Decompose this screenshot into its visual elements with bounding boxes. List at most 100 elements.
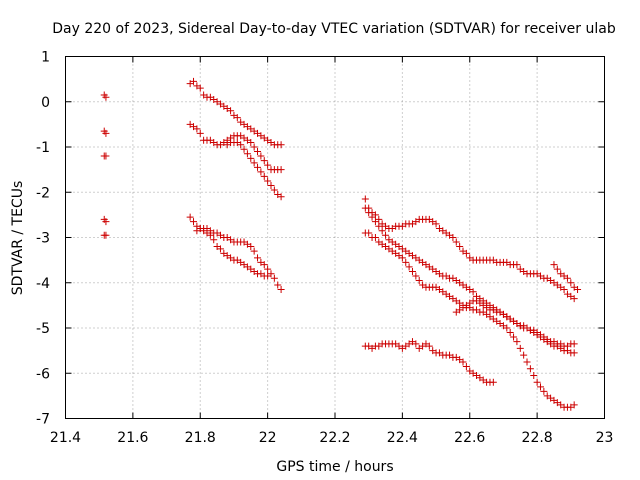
- data-point: [459, 358, 467, 366]
- data-point: [412, 340, 420, 348]
- data-point: [570, 295, 578, 303]
- data-point: [260, 172, 268, 180]
- data-point: [243, 150, 251, 158]
- data-point: [206, 231, 214, 239]
- data-point: [267, 181, 275, 189]
- data-point: [227, 107, 235, 115]
- data-point: [277, 166, 285, 174]
- data-point: [361, 195, 369, 203]
- data-point: [506, 329, 514, 337]
- data-point: [365, 229, 373, 237]
- data-point: [368, 213, 376, 221]
- data-point: [523, 358, 531, 366]
- y-tick-label: -7: [36, 412, 50, 428]
- data-point: [102, 218, 110, 226]
- data-point: [277, 193, 285, 201]
- data-point: [560, 286, 568, 294]
- data-point: [250, 159, 258, 167]
- data-point: [530, 372, 538, 380]
- data-point: [402, 258, 410, 266]
- data-point: [570, 349, 578, 357]
- data-point: [102, 93, 110, 101]
- x-tick-label: 22.2: [319, 430, 350, 446]
- data-point: [260, 261, 268, 269]
- data-point: [570, 340, 578, 348]
- y-tick-labels: 1 0 -1 -2 -3 -4 -5 -6 -7: [36, 50, 50, 428]
- data-point: [570, 401, 578, 409]
- y-tick-label: -5: [36, 321, 50, 337]
- data-point: [415, 276, 423, 284]
- data-point: [382, 231, 390, 239]
- data-point: [250, 143, 258, 151]
- y-tick-label: -3: [36, 231, 50, 247]
- data-point: [237, 141, 245, 149]
- data-point: [516, 344, 524, 352]
- data-point: [264, 272, 272, 280]
- data-point: [240, 145, 248, 153]
- data-point: [432, 220, 440, 228]
- data-point: [264, 265, 272, 273]
- x-tick-label: 22.8: [522, 430, 553, 446]
- data-point: [260, 157, 268, 165]
- data-point: [210, 236, 218, 244]
- x-tick-label: 23: [596, 430, 614, 446]
- data-point: [102, 231, 110, 239]
- data-point: [449, 234, 457, 241]
- y-tick-label: 0: [41, 95, 50, 111]
- data-point: [254, 148, 262, 156]
- x-tick-labels: 21.4 21.6 21.8 22 22.2 22.4 22.6 22.8 23: [50, 430, 614, 446]
- data-point: [533, 378, 541, 386]
- x-tick-label: 22.6: [454, 430, 485, 446]
- data-point: [405, 263, 413, 271]
- series-s8: [223, 138, 285, 201]
- data-point: [412, 272, 420, 280]
- data-point: [277, 141, 285, 149]
- data-point: [489, 378, 497, 386]
- x-axis-label: GPS time / hours: [276, 459, 393, 475]
- data-points: [100, 77, 582, 411]
- data-point: [563, 274, 571, 282]
- series-s2: [100, 127, 110, 137]
- data-point: [233, 114, 241, 122]
- series-s11: [361, 195, 578, 303]
- data-point: [550, 261, 558, 269]
- data-point: [553, 265, 561, 273]
- data-point: [102, 152, 110, 160]
- axis-ticks: [65, 56, 605, 419]
- data-point: [462, 362, 470, 370]
- data-point: [469, 288, 477, 296]
- data-point: [513, 261, 521, 269]
- series-s9: [186, 213, 285, 294]
- data-point: [371, 218, 379, 226]
- data-point: [371, 234, 379, 241]
- y-tick-label: 1: [41, 50, 50, 66]
- data-point: [270, 274, 278, 282]
- data-point: [274, 281, 282, 289]
- y-tick-label: -4: [36, 276, 50, 292]
- data-point: [216, 245, 224, 253]
- x-tick-label: 21.6: [117, 430, 148, 446]
- data-point: [378, 227, 386, 235]
- data-point: [462, 249, 470, 257]
- data-point: [196, 129, 204, 137]
- data-point: [247, 243, 255, 251]
- data-point: [574, 286, 582, 294]
- chart-title: Day 220 of 2023, Sidereal Day-to-day VTE…: [52, 21, 616, 37]
- data-point: [520, 351, 528, 359]
- data-point: [190, 77, 198, 85]
- y-axis-label: SDTVAR / TECUs: [10, 181, 26, 296]
- grid-lines: [65, 56, 605, 419]
- y-tick-label: -6: [36, 366, 50, 382]
- data-point: [567, 279, 575, 287]
- data-point: [257, 168, 265, 176]
- series-s5: [100, 231, 110, 239]
- data-point: [247, 138, 255, 146]
- data-point: [503, 324, 511, 332]
- data-point: [186, 213, 194, 221]
- data-point: [102, 129, 110, 137]
- series-s10: [193, 224, 272, 280]
- y-tick-label: -2: [36, 185, 50, 201]
- series-s1: [100, 91, 110, 101]
- data-point: [270, 186, 278, 194]
